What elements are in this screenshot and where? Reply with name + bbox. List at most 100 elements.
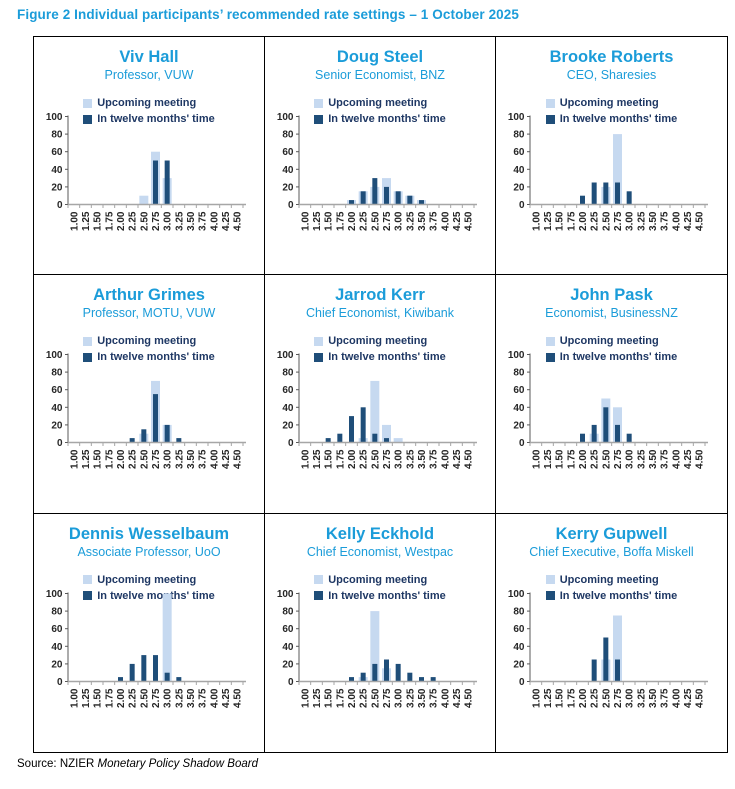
y-tick-label: 80 — [282, 606, 294, 617]
participant-name: Brooke Roberts — [549, 48, 674, 66]
y-tick-label: 100 — [46, 589, 63, 600]
twelve-months-bar — [129, 663, 135, 682]
y-tick-label: 0 — [288, 200, 294, 211]
participant-panel: Doug Steel Senior Economist, BNZ Upcomin… — [265, 37, 496, 276]
legend-item-twelve-months: In twelve months' time — [545, 111, 677, 127]
twelve-months-bar — [153, 394, 158, 443]
x-tick-label: 4.50 — [695, 688, 706, 708]
y-tick-label: 60 — [282, 147, 294, 158]
x-tick-label: 3.50 — [648, 688, 659, 708]
legend: Upcoming meeting In twelve months' time — [496, 95, 727, 127]
upcoming-bar — [613, 134, 622, 205]
legend: Upcoming meeting In twelve months' time — [265, 95, 495, 127]
twelve-months-bar — [603, 637, 609, 682]
twelve-months-bar — [384, 186, 389, 205]
upcoming-meeting-swatch — [83, 98, 93, 108]
x-tick-label: 2.25 — [590, 211, 601, 231]
y-tick-label: 100 — [46, 350, 63, 361]
participant-role: Professor, VUW — [104, 68, 194, 82]
x-tick-label: 2.00 — [578, 449, 589, 469]
x-tick-label: 4.25 — [452, 688, 463, 708]
twelve-months-bar — [141, 654, 147, 682]
x-tick-label: 2.75 — [382, 211, 393, 231]
x-tick-label: 2.75 — [151, 688, 162, 708]
y-tick-label: 100 — [277, 350, 294, 361]
x-tick-label: 4.50 — [233, 688, 244, 708]
participant-name: Arthur Grimes — [93, 286, 205, 305]
x-tick-label: 1.50 — [555, 449, 566, 469]
y-tick-label: 100 — [508, 350, 525, 361]
x-tick-label: 2.00 — [116, 688, 127, 708]
upcoming-meeting-swatch — [314, 98, 324, 108]
x-tick-label: 3.50 — [417, 688, 428, 708]
x-tick-label: 3.00 — [163, 211, 174, 231]
twelve-months-bar — [419, 676, 424, 682]
legend-label-upcoming: Upcoming meeting — [328, 573, 428, 586]
y-tick-label: 80 — [51, 606, 63, 617]
twelve-months-bar — [591, 425, 597, 443]
twelve-months-bar — [164, 160, 170, 205]
x-tick-label: 4.00 — [671, 211, 682, 231]
y-tick-label: 80 — [51, 130, 63, 141]
y-tick-label: 60 — [513, 386, 525, 397]
x-tick-label: 2.00 — [578, 688, 589, 708]
x-tick-label: 2.00 — [116, 449, 127, 469]
source-publication: Monetary Policy Shadow Board — [97, 758, 258, 770]
x-tick-label: 1.00 — [531, 449, 542, 469]
y-tick-label: 60 — [282, 624, 294, 635]
x-tick-label: 4.00 — [209, 688, 220, 708]
x-tick-label: 4.25 — [683, 211, 694, 231]
legend: Upcoming meeting In twelve months' time — [34, 333, 264, 365]
x-tick-label: 2.50 — [370, 688, 381, 708]
twelve-months-bar — [360, 672, 366, 682]
x-tick-label: 1.00 — [69, 211, 80, 231]
twelve-months-bar — [384, 659, 389, 682]
legend: Upcoming meeting In twelve months' time — [496, 333, 727, 365]
upcoming-bar — [613, 407, 622, 443]
y-tick-label: 0 — [519, 438, 525, 449]
x-tick-label: 3.00 — [163, 449, 174, 469]
x-tick-label: 2.75 — [151, 449, 162, 469]
x-tick-label: 4.25 — [221, 449, 232, 469]
x-tick-label: 4.00 — [209, 449, 220, 469]
twelve-months-bar — [626, 191, 632, 205]
legend: Upcoming meeting In twelve months' time — [34, 95, 264, 127]
twelve-months-swatch — [545, 591, 555, 601]
twelve-months-bar — [580, 434, 585, 443]
x-tick-label: 1.25 — [543, 211, 554, 231]
twelve-months-bar — [349, 676, 354, 682]
legend-label-upcoming: Upcoming meeting — [559, 335, 659, 348]
x-tick-label: 3.50 — [648, 211, 659, 231]
twelve-months-bar — [395, 191, 401, 205]
x-tick-label: 4.50 — [464, 449, 475, 469]
y-tick-label: 100 — [46, 112, 63, 123]
legend-label-twelve-months: In twelve months' time — [328, 351, 446, 364]
x-tick-label: 1.25 — [312, 688, 323, 708]
y-tick-label: 40 — [51, 641, 63, 652]
x-tick-label: 1.50 — [93, 449, 104, 469]
x-tick-label: 4.50 — [464, 211, 475, 231]
x-tick-label: 3.75 — [660, 211, 671, 231]
x-tick-label: 2.25 — [590, 688, 601, 708]
x-tick-label: 1.00 — [300, 449, 311, 469]
y-tick-label: 80 — [513, 368, 525, 379]
x-tick-label: 3.00 — [394, 688, 405, 708]
legend-label-twelve-months: In twelve months' time — [559, 351, 678, 364]
x-tick-label: 2.00 — [578, 211, 589, 231]
y-tick-label: 40 — [282, 641, 294, 652]
x-tick-label: 4.00 — [671, 688, 682, 708]
y-tick-label: 40 — [282, 403, 294, 414]
twelve-months-bar — [372, 178, 378, 205]
y-tick-label: 60 — [51, 147, 63, 158]
bar-chart: 0 20 40 60 80 100 1.00 1.25 1.50 1.75 2.00 2.25 2.50… — [508, 112, 708, 231]
participant-panel: Dennis Wesselbaum Associate Professor, U… — [34, 513, 265, 752]
x-tick-label: 3.00 — [625, 449, 636, 469]
participant-role: Chief Economist, Kiwibank — [306, 306, 454, 321]
upcoming-meeting-swatch — [314, 575, 324, 585]
twelve-months-bar — [360, 407, 366, 443]
x-tick-label: 4.50 — [233, 211, 244, 231]
x-tick-label: 2.00 — [347, 688, 358, 708]
participant-role: CEO, Sharesies — [566, 68, 657, 82]
x-tick-label: 3.00 — [625, 688, 636, 708]
x-tick-label: 3.00 — [625, 211, 636, 231]
